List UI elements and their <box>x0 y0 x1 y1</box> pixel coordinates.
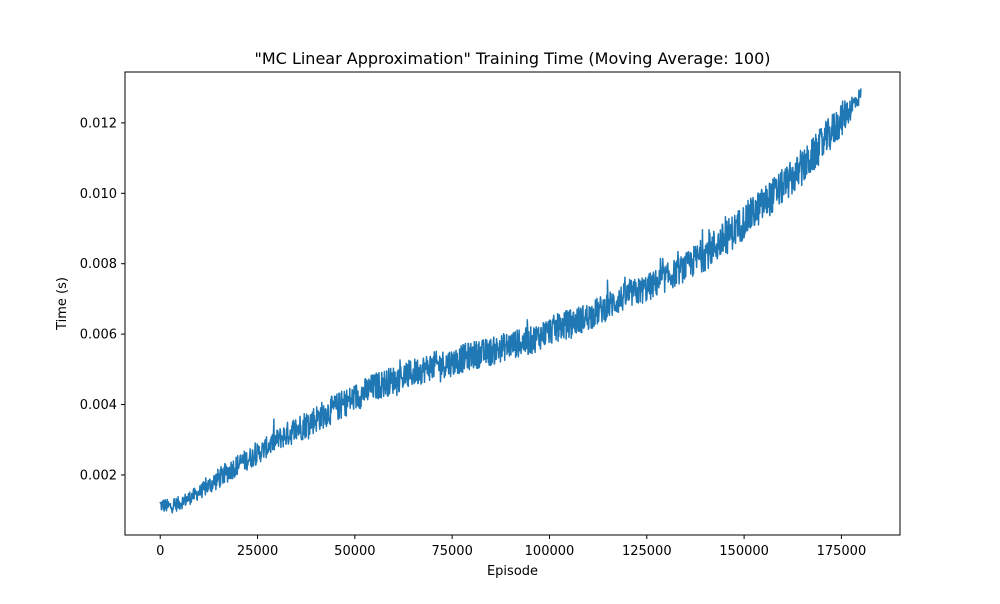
x-tick-label: 75000 <box>431 544 472 559</box>
y-tick-label: 0.008 <box>80 257 117 272</box>
x-tick-label: 175000 <box>817 544 867 559</box>
y-axis-label: Time (s) <box>55 277 70 331</box>
x-tick-label: 50000 <box>334 544 375 559</box>
series-line <box>159 88 862 514</box>
plot-frame <box>124 71 901 536</box>
x-tick-label: 0 <box>156 544 164 559</box>
x-tick-label: 100000 <box>525 544 575 559</box>
y-tick-label: 0.004 <box>80 398 117 413</box>
x-tick-label: 125000 <box>622 544 672 559</box>
x-tick-label: 25000 <box>237 544 278 559</box>
plot-area <box>159 88 862 514</box>
x-axis: 0 25000 50000 75000 100000 125000 150000 175000 <box>156 535 866 559</box>
y-axis: 0.002 0.004 0.006 0.008 0.010 0.012 <box>80 116 125 483</box>
y-tick-label: 0.006 <box>80 328 117 343</box>
x-axis-label: Episode <box>487 564 538 579</box>
x-tick-label: 150000 <box>719 544 769 559</box>
chart-title: "MC Linear Approximation" Training Time … <box>255 49 771 68</box>
y-tick-label: 0.012 <box>80 116 117 131</box>
y-tick-label: 0.010 <box>80 187 117 202</box>
y-tick-label: 0.002 <box>80 468 117 483</box>
